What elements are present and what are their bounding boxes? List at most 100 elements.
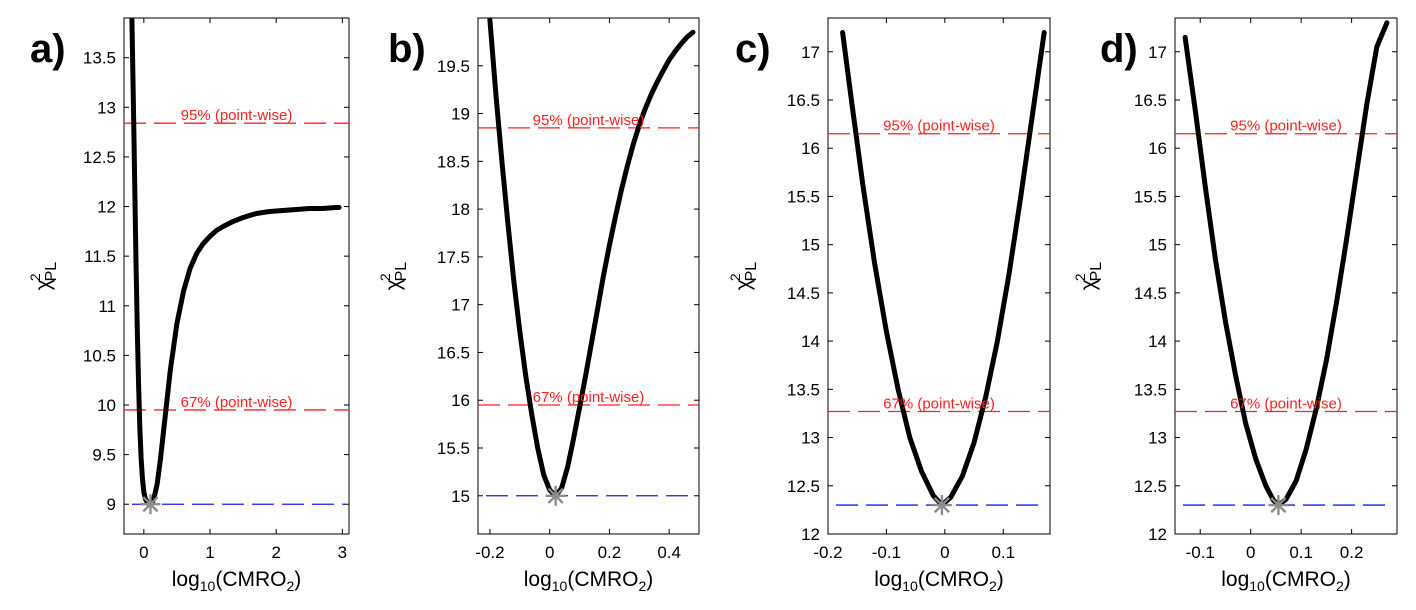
y-tick-label: 15 [451, 487, 470, 506]
minimum-marker-stroke [142, 496, 159, 513]
x-axis-label-base-sub: 10 [902, 578, 918, 594]
y-tick-label: 14 [801, 332, 820, 351]
y-tick-label: 12.5 [83, 148, 116, 167]
x-axis-label-base: log [1221, 568, 1249, 591]
x-axis-label-close: ) [294, 568, 301, 591]
y-tick-label: 16.5 [437, 343, 470, 362]
y-tick-label: 12 [801, 525, 820, 544]
threshold-label: 67% (point-wise) [533, 389, 645, 406]
y-axis-label-sup: 2 [1072, 273, 1088, 281]
axes-box [827, 17, 1051, 535]
x-tick-label: 0 [1246, 543, 1255, 562]
y-tick-label: 17 [801, 43, 820, 62]
y-tick-label: 14.5 [1134, 284, 1167, 303]
plot-area [478, 18, 699, 499]
y-tick-label: 13.5 [83, 49, 116, 68]
y-axis-label-sup: 2 [377, 273, 393, 281]
plot-area [828, 30, 1050, 508]
y-axis-label-base: χ [382, 279, 405, 290]
y-tick-label: 14.5 [787, 284, 820, 303]
y-tick-label: 15.5 [437, 439, 470, 458]
threshold-label: 95% (point-wise) [181, 107, 293, 124]
x-axis-label-base-sub: 10 [200, 578, 216, 594]
y-axis-label-sub: PL [393, 262, 410, 282]
y-tick-label: 13.5 [787, 380, 820, 399]
y-tick-label: 11 [98, 297, 116, 316]
axes-box [123, 17, 350, 535]
y-tick-label: 13 [97, 98, 116, 117]
y-axis-label-sup: 2 [727, 273, 743, 281]
x-tick-label: 0.2 [598, 543, 622, 562]
x-axis-label-close: ) [646, 568, 653, 591]
axes-box [1174, 17, 1398, 535]
x-axis-label: log10(CMRO2) [1221, 568, 1351, 594]
y-axis-label-base: χ [1077, 279, 1100, 290]
x-axis-label-main: (CMRO [567, 568, 638, 591]
y-tick-label: 12 [97, 198, 116, 217]
y-tick-label: 12 [1148, 525, 1167, 544]
y-axis-label: χ2PL [27, 262, 60, 291]
x-axis-label-close: ) [1344, 568, 1351, 591]
y-axis-label: χ2PL [727, 262, 760, 291]
y-tick-label: 16 [801, 139, 820, 158]
x-tick-label: -0.2 [813, 543, 842, 562]
minimum-marker [140, 494, 161, 515]
x-tick-label: 0.2 [1340, 543, 1364, 562]
y-tick-label: 18.5 [437, 152, 470, 171]
x-axis-label-main: (CMRO [1265, 568, 1336, 591]
x-tick-label: 0.1 [991, 543, 1015, 562]
y-tick-label: 15.5 [787, 187, 820, 206]
y-tick-label: 10.5 [83, 346, 116, 365]
x-tick-label: -0.2 [475, 543, 504, 562]
x-axis-label-main-sub: 2 [286, 578, 294, 594]
x-axis-label-main-sub: 2 [1336, 578, 1344, 594]
x-axis-label-close: ) [997, 568, 1004, 591]
y-tick-label: 15 [1148, 236, 1167, 255]
axes-box [477, 17, 700, 535]
panel-label: d) [1100, 27, 1138, 71]
y-tick-label: 10 [97, 396, 116, 415]
x-tick-label: 0 [139, 543, 148, 562]
y-tick-label: 14 [1148, 332, 1167, 351]
x-tick-label: -0.1 [872, 543, 901, 562]
x-tick-label: 3 [338, 543, 347, 562]
profile-curve [487, 18, 696, 499]
y-tick-label: 16.5 [787, 91, 820, 110]
y-axis-label-sup: 2 [27, 273, 43, 281]
x-axis-label-base: log [172, 568, 200, 591]
x-tick-label: 2 [271, 543, 280, 562]
threshold-label: 67% (point-wise) [181, 394, 293, 411]
x-axis-label: log10(CMRO2) [172, 568, 302, 594]
y-tick-label: 19.5 [437, 57, 470, 76]
x-axis-label-base: log [524, 568, 552, 591]
panel-label: b) [388, 27, 426, 71]
minimum-marker [545, 485, 566, 506]
y-tick-label: 16 [451, 391, 470, 410]
x-tick-label: 0 [545, 543, 554, 562]
threshold-label: 95% (point-wise) [533, 112, 645, 129]
y-tick-label: 17.5 [437, 248, 470, 267]
chart-panel-4: 12 12.5 13 13.5 14 14.5 15 15.5 16 16.5 17 -0.1 0 0.1… [1072, 17, 1398, 594]
x-tick-label: 0.1 [1289, 543, 1313, 562]
threshold-label: 95% (point-wise) [883, 118, 995, 135]
y-tick-label: 11.5 [84, 247, 116, 266]
x-axis-label-main-sub: 2 [989, 578, 997, 594]
x-axis-label: log10(CMRO2) [524, 568, 654, 594]
x-axis-label-main: (CMRO [215, 568, 286, 591]
y-axis-label: χ2PL [1072, 262, 1105, 291]
y-axis-label-sub: PL [43, 262, 60, 282]
y-tick-label: 13 [801, 429, 820, 448]
x-tick-label: 0 [940, 543, 949, 562]
threshold-label: 67% (point-wise) [1230, 396, 1342, 413]
threshold-label: 67% (point-wise) [883, 396, 995, 413]
plot-area [124, 18, 349, 507]
y-tick-label: 13.5 [1134, 380, 1167, 399]
x-tick-label: 0.4 [657, 543, 681, 562]
y-tick-label: 9 [107, 495, 116, 514]
y-tick-label: 15 [801, 236, 820, 255]
profile-curve [129, 18, 342, 507]
minimum-marker-stroke [1270, 497, 1287, 514]
y-tick-label: 15.5 [1134, 187, 1167, 206]
